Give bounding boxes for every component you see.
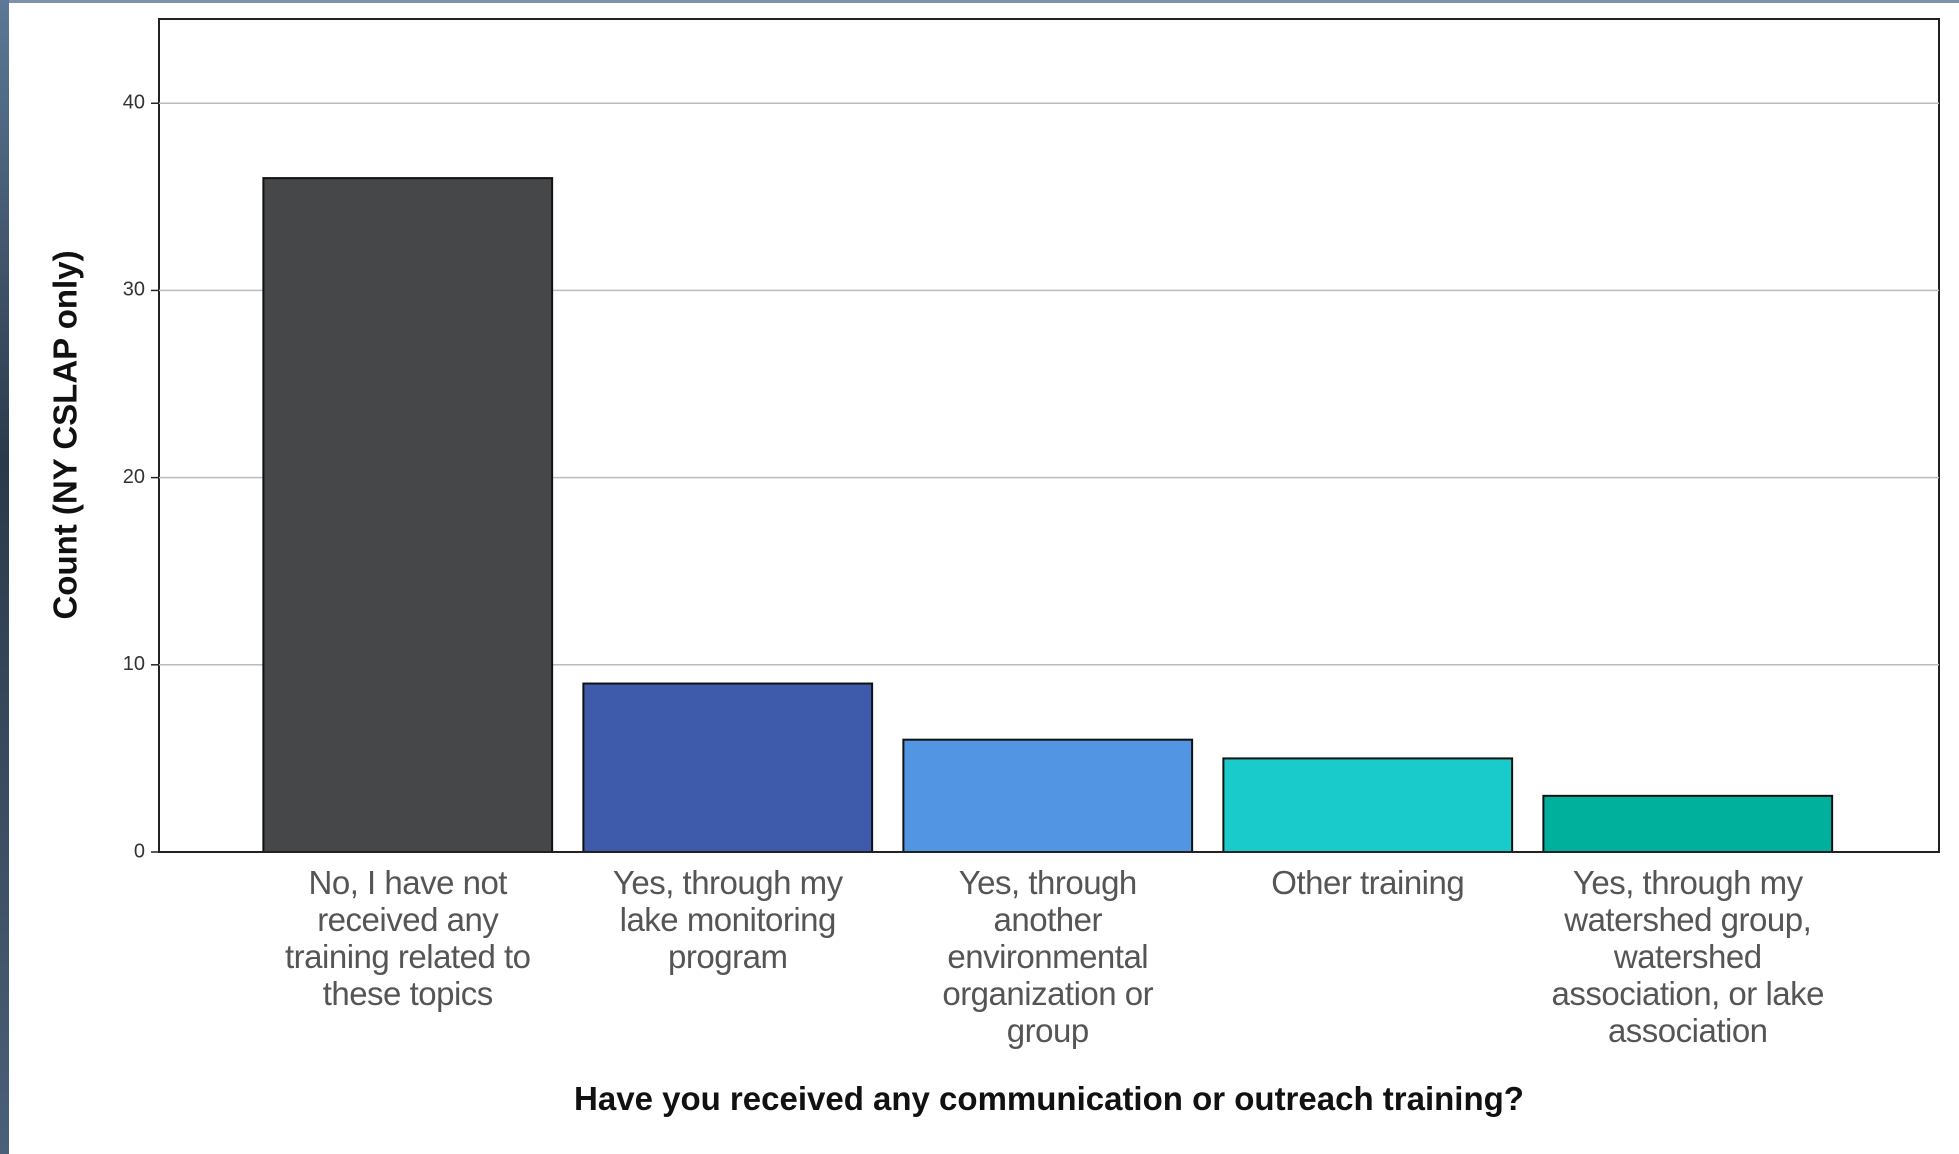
y-tick-label: 30: [123, 279, 145, 301]
x-tick-label: Yes, through my watershed group, watersh…: [1551, 864, 1825, 1049]
y-tick-label: 20: [123, 466, 145, 488]
bar: [582, 682, 874, 853]
bar: [262, 177, 554, 853]
window-edge: [0, 0, 1959, 3]
x-tick-label: No, I have not received any training rel…: [285, 864, 531, 1012]
bar: [1222, 757, 1514, 853]
window-edge: [0, 0, 9, 1154]
y-tick-label: 10: [123, 653, 145, 675]
bar: [902, 738, 1194, 853]
y-tick-label: 0: [134, 840, 145, 862]
x-axis-label: Have you received any communication or o…: [574, 1080, 1524, 1117]
x-tick-label: Yes, through another environmental organ…: [942, 864, 1154, 1049]
y-axis-label: Count (NY CSLAP only): [47, 250, 84, 619]
x-tick-label: Yes, through my lake monitoring program: [612, 864, 843, 975]
x-tick-label: Other training: [1271, 864, 1465, 901]
bar: [1542, 794, 1834, 854]
y-tick-label: 40: [123, 92, 145, 114]
